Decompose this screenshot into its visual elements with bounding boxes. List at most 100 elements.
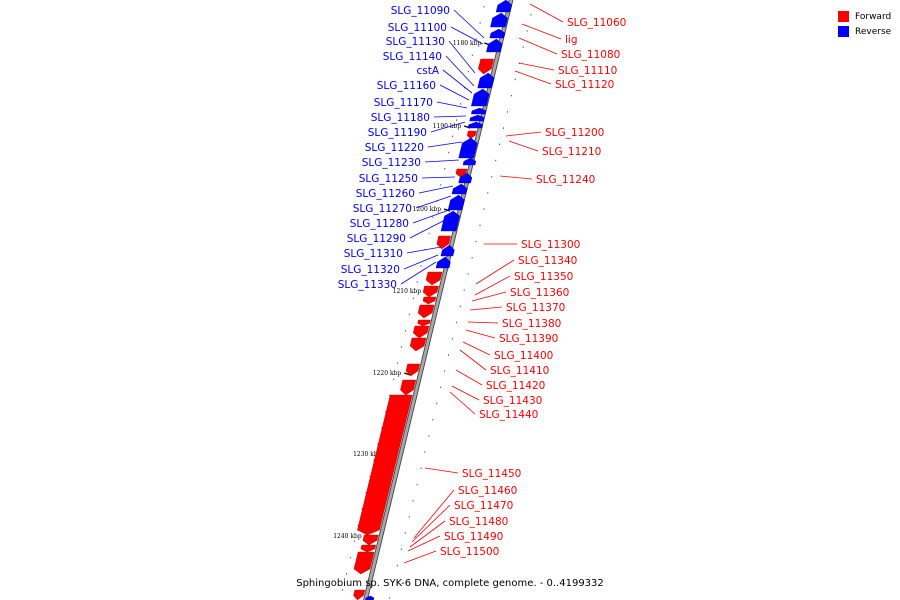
gene-arrow [435, 256, 451, 269]
label-leader [403, 550, 437, 564]
gene-label: SLG_11450 [462, 468, 521, 480]
label-leader [450, 26, 484, 45]
major-tick-label: 1230 kbp [353, 451, 382, 458]
gene-arrow [353, 551, 375, 575]
gene-arrow [469, 114, 485, 122]
gene-arrow [440, 244, 455, 257]
label-leader [415, 195, 452, 209]
minor-tick-left [420, 265, 422, 267]
label-leader [427, 141, 463, 148]
label-leader [518, 62, 555, 71]
minor-tick-left [440, 184, 442, 186]
minor-tick-right [432, 419, 434, 421]
gene-arrow [489, 28, 506, 39]
minor-tick-left [471, 54, 473, 56]
minor-tick-right [526, 30, 528, 32]
gene-label: SLG_11360 [510, 287, 569, 299]
minor-tick-right [440, 386, 442, 388]
gene-label: SLG_11390 [499, 333, 558, 345]
label-leader [409, 219, 446, 239]
gene-arrow [362, 534, 379, 546]
gene-arrow [417, 319, 431, 327]
gene-label: SLG_11120 [555, 79, 614, 91]
gene-arrow [451, 183, 468, 195]
label-leader [508, 140, 539, 152]
label-leader [469, 306, 503, 311]
minor-tick-right [400, 548, 402, 550]
gene-label: SLG_11200 [545, 127, 604, 139]
gene-arrow [400, 379, 417, 396]
minor-tick-left [369, 475, 371, 478]
label-leaders [400, 3, 564, 564]
gene-arrow [490, 12, 508, 28]
label-leader [521, 23, 562, 40]
label-leader [411, 504, 451, 543]
gene-label: SLG_11430 [483, 395, 542, 407]
minor-tick-right [444, 370, 446, 372]
minor-tick-right [389, 597, 391, 599]
label-leader [505, 131, 542, 137]
gene-arrow [353, 589, 366, 600]
minor-tick-right [467, 273, 469, 275]
gene-label: SLG_11340 [518, 255, 577, 267]
gene-label: SLG_11100 [388, 22, 447, 34]
gene-label: SLG_11400 [494, 350, 553, 362]
minor-tick-right [420, 467, 422, 469]
label-leader [445, 55, 475, 87]
minor-tick-left [475, 38, 477, 40]
reverse-swatch [838, 26, 849, 37]
minor-tick-left [397, 362, 399, 364]
gene-arrow [440, 210, 460, 232]
gene-label: SLG_11410 [490, 365, 549, 377]
gene-label: SLG_11080 [561, 49, 620, 61]
minor-tick-right [412, 500, 414, 502]
gene-arrow [360, 544, 377, 553]
gene-arrow [455, 168, 468, 178]
minor-tick-left [353, 540, 355, 542]
label-leader [430, 121, 466, 133]
label-leader [403, 254, 439, 270]
label-leader [407, 535, 441, 552]
gene-arrow [436, 235, 451, 250]
gene-arrow [357, 394, 413, 536]
minor-tick-left [444, 168, 446, 170]
minor-tick-right [471, 257, 473, 259]
minor-tick-right [463, 289, 465, 291]
gene-label: SLG_11480 [449, 516, 508, 528]
minor-tick-right [475, 240, 477, 243]
major-tick-label: 1200 kbp [413, 206, 442, 213]
gene-label: SLG_11330 [338, 279, 397, 291]
minor-tick-left [416, 281, 418, 283]
gene-label: SLG_11500 [440, 546, 499, 558]
minor-tick-left [381, 427, 383, 429]
legend-label-forward: Forward [855, 11, 892, 22]
gene-label: SLG_11060 [567, 17, 626, 29]
label-leader [433, 115, 467, 118]
major-tick-label: 1190 kbp [433, 123, 462, 130]
gene-arrow [425, 271, 443, 286]
gene-arrow [422, 285, 439, 298]
gene-label: SLG_11270 [353, 203, 412, 215]
minor-tick-left [349, 556, 351, 559]
minor-tick-right [424, 451, 426, 453]
label-leader [475, 259, 515, 285]
minor-tick-left [377, 443, 379, 445]
label-leader [406, 246, 442, 254]
legend-item-forward: Forward [838, 9, 891, 24]
minor-tick-right [404, 532, 406, 534]
minor-tick-left [448, 151, 450, 154]
label-leader [439, 84, 470, 101]
minor-tick-right [448, 354, 449, 356]
gene-label: SLG_11420 [486, 380, 545, 392]
minor-tick-left [393, 378, 395, 380]
gene-arrow [458, 172, 473, 184]
gene-label: SLG_11290 [347, 233, 406, 245]
gene-label: SLG_11230 [362, 157, 421, 169]
gene-arrow [458, 137, 478, 159]
minor-tick-left [483, 6, 485, 8]
label-leader [514, 70, 552, 85]
gene-arrow [417, 304, 435, 319]
label-leader [529, 3, 564, 23]
minor-tick-right [510, 95, 512, 97]
minor-tick-right [495, 159, 497, 162]
